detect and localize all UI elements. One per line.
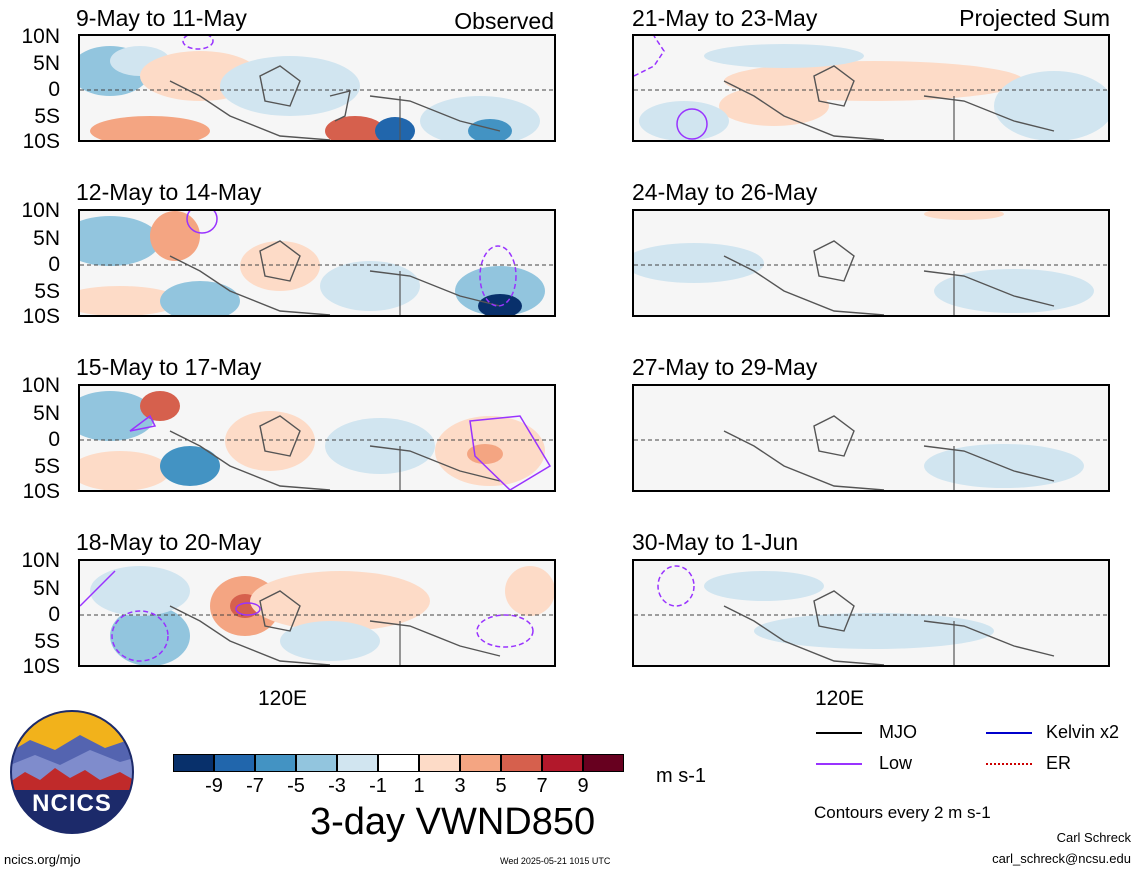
colorbar-label: 9 <box>577 775 589 797</box>
panel-title: 24-May to 26-May <box>632 179 818 205</box>
colorbar-label: -9 <box>205 775 223 797</box>
colorbar-label: -3 <box>328 775 346 797</box>
map-field <box>634 36 1108 140</box>
lat-label: 5N <box>33 52 60 75</box>
map-panel <box>632 559 1110 667</box>
legend-label-kelvin: Kelvin x2 <box>1046 722 1120 742</box>
lat-label: 0 <box>48 253 60 276</box>
panel-title: 21-May to 23-May <box>632 5 818 31</box>
map-panel <box>632 384 1110 492</box>
map-panel <box>78 209 556 317</box>
lat-label: 10S <box>22 130 60 153</box>
lat-label: 10N <box>21 374 60 397</box>
lat-label: 5S <box>34 280 60 303</box>
lat-label: 0 <box>48 603 60 626</box>
lat-label: 0 <box>48 78 60 101</box>
map-panel <box>78 384 556 492</box>
lat-label: 10N <box>21 199 60 222</box>
panel-title: 15-May to 17-May <box>76 354 262 380</box>
colorbar-swatch <box>419 754 460 772</box>
logo-text: NCICS <box>32 790 112 817</box>
map-field <box>634 415 1108 490</box>
legend-label-mjo: MJO <box>879 722 917 742</box>
lat-label: 10S <box>22 480 60 503</box>
colorbar-swatch <box>214 754 255 772</box>
panel-title: 12-May to 14-May <box>76 179 262 205</box>
map-panel <box>632 209 1110 317</box>
lat-label: 5S <box>34 455 60 478</box>
lat-label: 10S <box>22 655 60 678</box>
map-field <box>80 36 554 140</box>
logo-graphic <box>10 710 134 834</box>
lat-label: 5N <box>33 577 60 600</box>
lon-label-left: 120E <box>258 687 308 710</box>
contours-note: Contours every 2 m s-1 <box>814 803 991 822</box>
lat-label: 5N <box>33 402 60 425</box>
colorbar-swatch <box>296 754 337 772</box>
lat-label: 0 <box>48 428 60 451</box>
colorbar-swatch <box>337 754 378 772</box>
colorbar-swatch <box>501 754 542 772</box>
colorbar-swatch <box>583 754 624 772</box>
colorbar-swatch <box>255 754 296 772</box>
colorbar-label: -5 <box>287 775 305 797</box>
panel-title: 27-May to 29-May <box>632 354 818 380</box>
observed-label: Observed <box>454 8 554 34</box>
lat-label: 5N <box>33 227 60 250</box>
legend-line-er <box>986 763 1032 765</box>
colorbar-swatch <box>542 754 583 772</box>
map-field <box>80 211 554 315</box>
lat-label: 10N <box>21 549 60 572</box>
map-panel <box>632 34 1110 142</box>
legend-line-low <box>816 763 862 765</box>
map-field <box>634 565 1108 665</box>
map-panel <box>78 559 556 667</box>
colorbar-label: 7 <box>536 775 548 797</box>
legend-line-mjo <box>816 732 862 734</box>
map-panel <box>78 34 556 142</box>
legend-line-kelvin <box>986 732 1032 734</box>
panel-title: 18-May to 20-May <box>76 529 262 555</box>
colorbar-label: 5 <box>495 775 507 797</box>
projected-label: Projected Sum <box>959 5 1110 31</box>
lat-label: 5S <box>34 105 60 128</box>
lat-label: 5S <box>34 630 60 653</box>
lat-label: 10N <box>21 25 60 48</box>
footer-timestamp: Wed 2025-05-21 1015 UTC <box>500 856 611 866</box>
footer-email: carl_schreck@ncsu.edu <box>992 851 1131 866</box>
colorbar-label: -7 <box>246 775 264 797</box>
colorbar-label: 1 <box>413 775 425 797</box>
map-field <box>634 211 1108 315</box>
lon-label-right: 120E <box>815 687 865 710</box>
main-title: 3-day VWND850 <box>310 801 596 843</box>
panel-title: 9-May to 11-May <box>76 5 247 31</box>
legend-label-er: ER <box>1046 753 1072 773</box>
colorbar-swatch <box>460 754 501 772</box>
footer-url: ncics.org/mjo <box>4 852 81 867</box>
colorbar-swatch <box>378 754 419 772</box>
map-field <box>80 566 554 665</box>
colorbar-label: -1 <box>369 775 387 797</box>
colorbar-swatch <box>173 754 214 772</box>
ncics-logo: NCICS <box>10 710 134 834</box>
map-field <box>80 391 554 490</box>
footer-author: Carl Schreck <box>1056 830 1131 845</box>
lat-label: 10S <box>22 305 60 328</box>
colorbar-label: 3 <box>454 775 466 797</box>
legend-label-low: Low <box>879 753 913 773</box>
colorbar-units: m s-1 <box>656 765 706 787</box>
panel-title: 30-May to 1-Jun <box>632 529 799 555</box>
